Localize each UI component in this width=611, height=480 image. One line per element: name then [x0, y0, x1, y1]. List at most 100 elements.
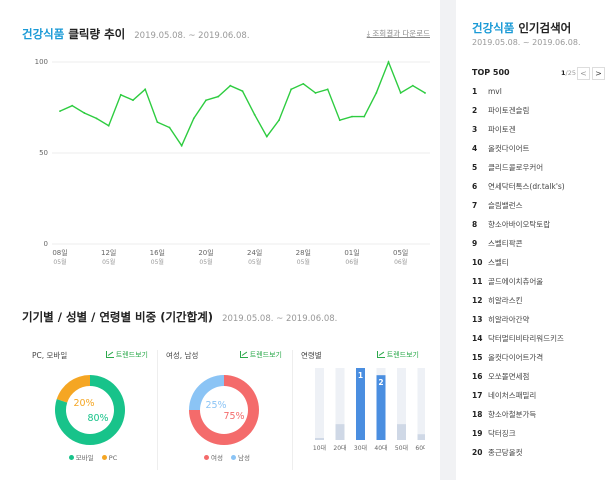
gender-trend-link[interactable]: 트렌드보기	[239, 350, 282, 360]
keyword-item[interactable]: 15 올컷다이어트가격	[472, 348, 565, 367]
data-point	[326, 88, 329, 91]
keyword-item[interactable]: 7 슬림밸런스	[472, 196, 565, 215]
keyword-rank: 1	[472, 87, 478, 96]
keyword-item[interactable]: 9 스벨티팍콘	[472, 234, 565, 253]
keyword-rank: 19	[472, 429, 483, 438]
download-label: 조회결과 다운로드	[372, 29, 430, 38]
keyword-item[interactable]: 20 종근당올컷	[472, 443, 565, 462]
page-indicator: 1/25	[561, 69, 576, 77]
keyword-item[interactable]: 8 향소아바이오탁토랍	[472, 215, 565, 234]
keyword-text: 오쏘몰면세점	[488, 372, 530, 381]
keyword-text: 향소아철분가득	[488, 410, 537, 419]
mobile-slice	[55, 375, 126, 445]
legend-female: 여성	[210, 454, 223, 462]
mobile-dot	[68, 455, 74, 460]
keyword-text: 스벨티팍콘	[488, 239, 523, 248]
age-trend-link[interactable]: 트렌드보기	[376, 350, 419, 360]
prev-page-button[interactable]: <	[577, 67, 590, 80]
age-bar	[356, 368, 365, 440]
ratio-date-range: 2019.05.08. ~ 2019.06.08.	[222, 314, 338, 324]
age-bar	[397, 424, 406, 440]
male-slice	[189, 375, 224, 410]
next-page-button[interactable]: >	[592, 67, 605, 80]
keyword-item[interactable]: 14 닥터멀티비타리워드키즈	[472, 329, 565, 348]
age-category-label: 20대	[333, 444, 346, 452]
trend-panel: 건강식품 클릭량 추이 2019.05.08. ~ 2019.06.08. ⤓ …	[0, 0, 440, 480]
x-axis-ticks: 08일05월12일05월16일05월20일05월24일05월28일05월01일0…	[52, 248, 408, 266]
data-point	[132, 99, 134, 102]
data-point	[59, 110, 61, 113]
keyword-rank: 3	[472, 125, 478, 134]
data-point	[192, 117, 195, 120]
keyword-list: 1 mvl 2 파이토겐슬림 3 파이토겐 4 올컷다이어트 5 클리드콜로우커어 6 연세닥터톡스(…	[472, 82, 565, 462]
keyword-item[interactable]: 6 연세닥터톡스(dr.talk's)	[472, 177, 565, 196]
keyword-text: 연세닥터톡스(dr.talk's)	[488, 182, 565, 191]
top-label: TOP 500	[472, 68, 510, 77]
keyword-item[interactable]: 4 올컷다이어트	[472, 139, 565, 158]
keyword-item[interactable]: 2 파이토겐슬림	[472, 101, 565, 120]
age-panel: 연령별 트렌드보기 10대 20대 1 30대 2 40대 50대 60대	[295, 346, 425, 474]
page-total: /25	[565, 69, 576, 77]
keyword-text: 파이토겐	[488, 125, 516, 134]
keyword-item[interactable]: 16 오쏘몰면세점	[472, 367, 565, 386]
x-tick-day: 16일	[150, 248, 165, 257]
data-point	[314, 92, 317, 94]
x-tick-month: 05월	[53, 258, 66, 266]
x-tick-month: 05월	[102, 258, 115, 266]
keyword-item[interactable]: 11 골드에이치츄어울	[472, 272, 565, 291]
data-point	[241, 90, 244, 93]
age-bar	[335, 424, 345, 440]
keyword-text: 스벨티	[488, 258, 509, 267]
download-link[interactable]: ⤓ 조회결과 다운로드	[367, 28, 430, 39]
keyword-item[interactable]: 19 닥터징크	[472, 424, 565, 443]
keyword-text: 올컷다이어트	[488, 144, 530, 153]
x-tick-month: 06월	[394, 258, 407, 266]
x-tick-day: 12일	[101, 248, 116, 257]
data-point	[144, 88, 147, 91]
male-dot	[231, 455, 237, 460]
keyword-item[interactable]: 1 mvl	[472, 82, 565, 101]
keyword-item[interactable]: 18 향소아철분가득	[472, 405, 565, 424]
keyword-item[interactable]: 13 히알라아간약	[472, 310, 565, 329]
keyword-item[interactable]: 12 히알라스킨	[472, 291, 565, 310]
pc-dot	[101, 455, 107, 460]
gender-label: 여성, 남성	[166, 351, 199, 360]
device-label: PC, 모바일	[32, 351, 68, 360]
popular-title-text: 인기검색어	[518, 21, 572, 35]
age-bar	[417, 434, 425, 440]
age-category-label: 30대	[354, 444, 367, 452]
data-point	[107, 124, 110, 127]
age-rank-label: 1	[358, 371, 363, 380]
age-category-label: 40대	[374, 444, 387, 452]
legend-male: 남성	[238, 454, 250, 462]
keyword-item[interactable]: 17 네이처스패밀리	[472, 386, 565, 405]
keyword-text: 골드에이치츄어울	[488, 277, 544, 286]
keyword-item[interactable]: 5 클리드콜로우커어	[472, 158, 565, 177]
page-current: 1	[561, 69, 566, 77]
data-point	[71, 104, 74, 107]
click-trend-title: 건강식품 클릭량 추이 2019.05.08. ~ 2019.06.08.	[22, 26, 250, 42]
y-tick-label: 50	[39, 149, 48, 157]
keyword-rank: 8	[472, 220, 478, 229]
age-bar	[315, 438, 324, 440]
device-trend-link[interactable]: 트렌드보기	[105, 350, 148, 360]
age-label: 연령별	[301, 351, 322, 360]
data-point	[168, 126, 171, 129]
data-point	[83, 112, 86, 114]
keyword-rank: 16	[472, 372, 483, 381]
gender-panel: 여성, 남성 트렌드보기 75% 25% 여성 남성	[160, 346, 288, 474]
keyword-text: 닥터징크	[488, 429, 516, 438]
x-tick-month: 05월	[199, 258, 212, 266]
x-tick-month: 05월	[297, 258, 310, 266]
data-point	[253, 113, 256, 116]
data-point	[375, 92, 378, 94]
data-point	[387, 61, 390, 63]
category-name: 건강식품	[22, 27, 65, 41]
keyword-item[interactable]: 3 파이토겐	[472, 120, 565, 139]
keyword-item[interactable]: 10 스벨티	[472, 253, 565, 272]
column-divider	[440, 0, 456, 480]
data-point	[411, 84, 414, 87]
gender-legend: 여성 남성	[160, 452, 288, 462]
age-bar-track	[397, 368, 406, 440]
